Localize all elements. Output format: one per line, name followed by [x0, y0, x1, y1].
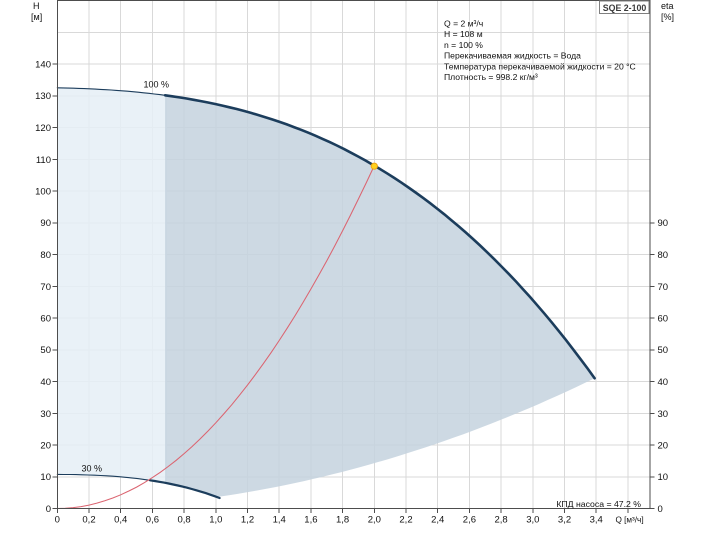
svg-text:30: 30: [658, 409, 669, 420]
svg-text:0,2: 0,2: [82, 515, 95, 526]
svg-text:50: 50: [40, 345, 51, 356]
svg-text:0: 0: [658, 504, 663, 515]
svg-text:80: 80: [40, 250, 51, 261]
svg-text:[%]: [%]: [661, 12, 674, 22]
svg-text:40: 40: [40, 377, 51, 388]
svg-text:70: 70: [40, 282, 51, 293]
svg-text:30: 30: [40, 409, 51, 420]
svg-text:60: 60: [40, 314, 51, 325]
svg-text:Плотность = 998.2 кг/м³: Плотность = 998.2 кг/м³: [444, 72, 538, 82]
svg-text:20: 20: [658, 441, 669, 452]
svg-text:1,2: 1,2: [241, 515, 254, 526]
svg-text:20: 20: [40, 441, 51, 452]
svg-text:100: 100: [35, 187, 51, 198]
svg-text:130: 130: [35, 91, 51, 102]
svg-text:80: 80: [658, 250, 669, 261]
svg-text:eta: eta: [661, 1, 674, 11]
svg-text:2,2: 2,2: [399, 515, 412, 526]
svg-text:90: 90: [658, 218, 669, 229]
svg-text:60: 60: [658, 314, 669, 325]
svg-text:0,4: 0,4: [114, 515, 127, 526]
svg-text:[м]: [м]: [31, 12, 42, 22]
svg-text:Температура перекачиваемой жид: Температура перекачиваемой жидкости = 20…: [444, 61, 636, 71]
svg-text:2,4: 2,4: [431, 515, 444, 526]
svg-text:КПД насоса = 47.2 %: КПД насоса = 47.2 %: [556, 499, 641, 509]
svg-text:50: 50: [658, 345, 669, 356]
svg-text:SQE 2-100: SQE 2-100: [603, 3, 647, 13]
svg-text:0,8: 0,8: [177, 515, 190, 526]
svg-text:30 %: 30 %: [82, 464, 103, 474]
svg-text:100 %: 100 %: [144, 80, 170, 90]
svg-text:120: 120: [35, 123, 51, 134]
svg-text:Q [м³/ч]: Q [м³/ч]: [616, 516, 644, 525]
svg-text:0: 0: [55, 515, 60, 526]
svg-text:Q = 2 м³/ч: Q = 2 м³/ч: [444, 19, 483, 29]
svg-text:Перекачиваемая жидкость = Вода: Перекачиваемая жидкость = Вода: [444, 51, 581, 61]
svg-text:1,4: 1,4: [273, 515, 286, 526]
svg-text:10: 10: [40, 472, 51, 483]
svg-text:10: 10: [658, 472, 669, 483]
svg-text:3,2: 3,2: [558, 515, 571, 526]
svg-text:1,8: 1,8: [336, 515, 349, 526]
svg-text:110: 110: [36, 155, 51, 166]
svg-text:2,6: 2,6: [463, 515, 476, 526]
svg-text:1,0: 1,0: [209, 515, 222, 526]
svg-text:70: 70: [658, 282, 669, 293]
svg-text:3,0: 3,0: [526, 515, 539, 526]
svg-text:2,8: 2,8: [494, 515, 507, 526]
svg-text:140: 140: [35, 60, 51, 71]
svg-text:n = 100 %: n = 100 %: [444, 40, 483, 50]
svg-text:0,6: 0,6: [146, 515, 159, 526]
svg-text:40: 40: [658, 377, 669, 388]
svg-text:2,0: 2,0: [368, 515, 381, 526]
svg-text:90: 90: [40, 218, 51, 229]
svg-text:3,4: 3,4: [590, 515, 603, 526]
svg-text:0: 0: [46, 504, 51, 515]
svg-text:H = 108 м: H = 108 м: [444, 29, 483, 39]
svg-text:H: H: [33, 1, 40, 11]
svg-text:1,6: 1,6: [304, 515, 317, 526]
